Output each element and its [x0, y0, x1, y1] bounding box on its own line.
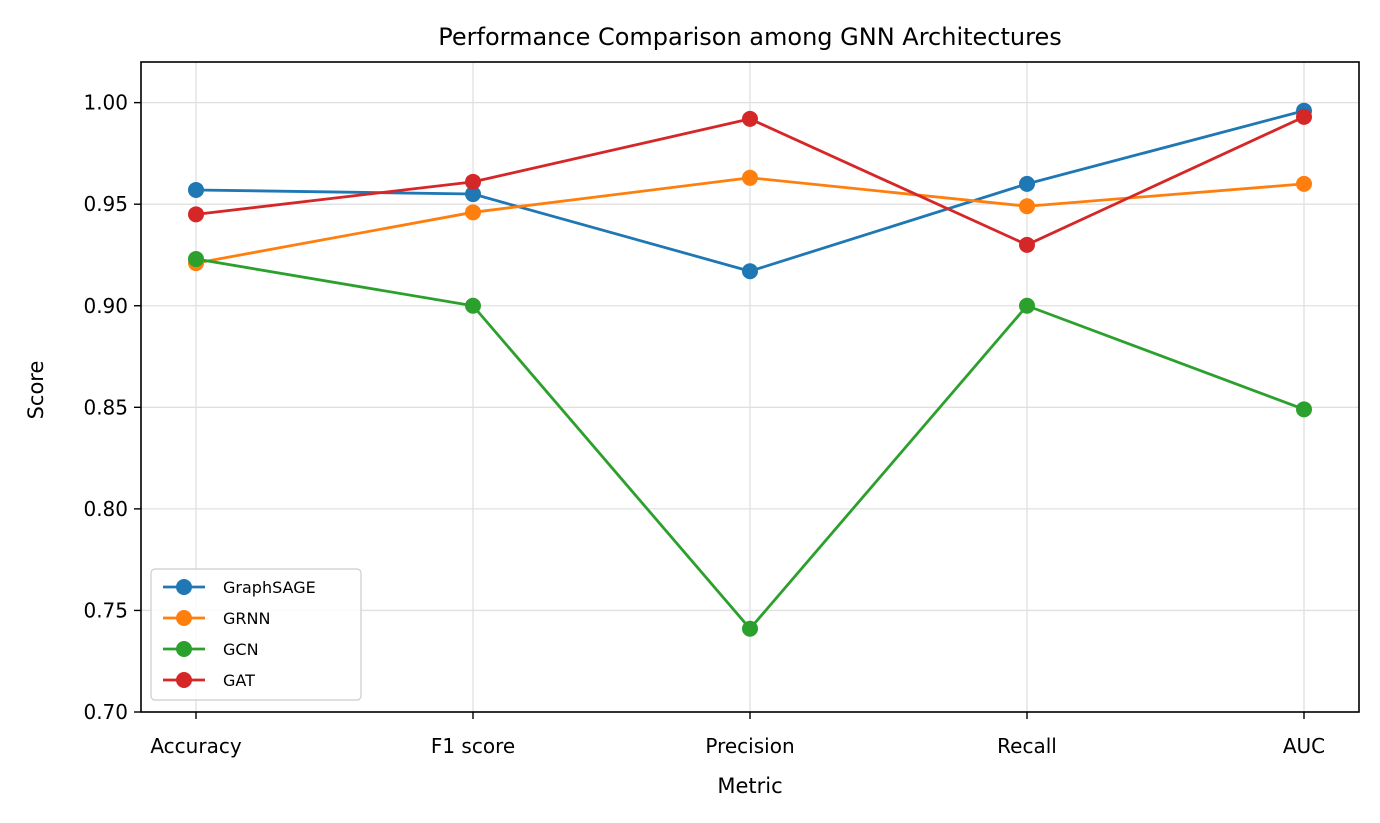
axes: 0.70 0.75 0.80 0.85 0.90 0.95 1.00 Accuracy F1 s… [83, 91, 1325, 758]
y-tick-label: 0.80 [83, 497, 128, 521]
y-tick-label: 0.75 [83, 598, 128, 622]
data-point [188, 251, 204, 268]
y-tick-label: 0.95 [83, 192, 128, 216]
chart-title: Performance Comparison among GNN Archite… [438, 23, 1061, 51]
legend-label: GAT [223, 671, 255, 690]
legend-item: GCN [163, 640, 259, 659]
data-point [465, 186, 481, 203]
data-point [188, 206, 204, 223]
data-point [465, 204, 481, 221]
data-point [1019, 198, 1035, 215]
legend-label: GCN [223, 640, 259, 659]
x-axis-label: Metric [717, 774, 782, 798]
x-tick-label: F1 score [431, 734, 515, 758]
data-point [465, 173, 481, 190]
x-tick-label: Precision [705, 734, 794, 758]
data-point [1296, 175, 1312, 192]
legend-marker [176, 579, 192, 595]
data-point [465, 297, 481, 314]
data-point [1019, 175, 1035, 192]
legend-box [150, 568, 362, 701]
data-point [742, 263, 758, 280]
x-tick-label: Recall [997, 734, 1057, 758]
legend-label: GRNN [223, 609, 270, 628]
data-point [1019, 297, 1035, 314]
legend-label: GraphSAGE [223, 578, 316, 597]
legend-marker [176, 641, 192, 657]
y-tick-label: 0.85 [83, 395, 128, 419]
y-tick-label: 0.70 [83, 700, 128, 724]
x-tick-label: AUC [1283, 734, 1325, 758]
legend-marker [176, 610, 192, 626]
data-series [188, 102, 1312, 637]
data-point [742, 110, 758, 127]
data-point [1296, 401, 1312, 418]
legend-marker [176, 672, 192, 688]
legend: GraphSAGE GRNN GCN GAT [150, 568, 362, 701]
y-tick-label: 1.00 [83, 91, 128, 115]
data-point [742, 169, 758, 186]
data-point [1019, 236, 1035, 253]
series-gat [188, 108, 1312, 253]
data-point [1296, 108, 1312, 125]
legend-item: GAT [163, 671, 255, 690]
y-tick-label: 0.90 [83, 294, 128, 318]
data-point [742, 620, 758, 637]
legend-item: GraphSAGE [163, 578, 316, 597]
x-tick-label: Accuracy [150, 734, 241, 758]
series-gcn [188, 251, 1312, 637]
y-axis-label: Score [24, 361, 48, 420]
data-point [188, 181, 204, 198]
legend-item: GRNN [163, 609, 270, 628]
